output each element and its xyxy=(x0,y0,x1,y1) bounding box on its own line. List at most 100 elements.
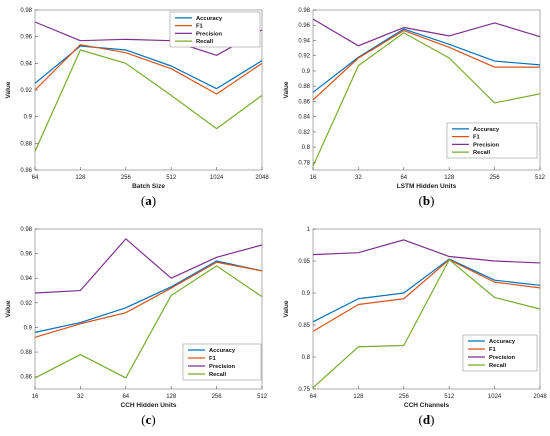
x-tick-label: 32 xyxy=(77,394,84,400)
caption-paren-close: ) xyxy=(151,412,155,427)
legend-label: Accuracy xyxy=(473,127,500,133)
series-line-accuracy xyxy=(34,260,263,333)
series-line-recall xyxy=(34,49,263,152)
x-tick-label: 64 xyxy=(32,175,39,181)
x-tick-label: 32 xyxy=(355,175,362,181)
y-axis-label: Value xyxy=(5,81,12,98)
series-line-f1 xyxy=(312,29,540,101)
y-tick-label: 0.96 xyxy=(20,35,32,41)
y-tick-label: 0.86 xyxy=(298,99,310,105)
x-tick-label: 64 xyxy=(122,394,129,400)
legend-label: Accuracy xyxy=(489,339,516,345)
y-tick-label: 0.84 xyxy=(298,115,310,121)
y-tick-label: 0.98 xyxy=(298,8,310,14)
panel-caption: (c) xyxy=(141,412,155,427)
panel-caption: (b) xyxy=(419,193,435,208)
y-tick-label: 0.88 xyxy=(20,141,32,147)
chart-panel-c: 0.86 0.88 0.9 0.92 0.94 0.96 0.98 16 32 64 128 256 5… xyxy=(5,227,268,427)
caption-letter: c xyxy=(146,412,152,427)
caption-letter: a xyxy=(145,193,152,208)
legend-label: Recall xyxy=(489,363,506,369)
series-line-precision xyxy=(34,21,263,56)
series-line-recall xyxy=(312,259,541,389)
panel-caption: (a) xyxy=(141,193,156,208)
y-tick-label: 0.85 xyxy=(298,323,310,329)
x-tick-label: 1024 xyxy=(488,394,502,400)
x-tick-label: 128 xyxy=(444,175,455,181)
legend: Accuracy F1 Precision Recall xyxy=(182,343,262,381)
legend-label: F1 xyxy=(209,356,217,362)
caption-letter: b xyxy=(423,193,430,208)
x-tick-label: 2048 xyxy=(255,175,269,181)
series-line-accuracy xyxy=(312,258,541,323)
x-tick-label: 256 xyxy=(490,175,501,181)
y-tick-label: 0.9 xyxy=(302,69,311,75)
y-tick-label: 0.9 xyxy=(24,325,33,331)
legend-label: Accuracy xyxy=(196,16,223,22)
series-line-precision xyxy=(312,239,541,264)
legend-label: Recall xyxy=(473,150,490,156)
caption-paren-open: ( xyxy=(141,412,145,427)
series-line-recall xyxy=(34,265,263,379)
y-tick-label: 0.75 xyxy=(298,387,310,393)
y-tick-label: 1 xyxy=(307,227,311,233)
legend-label: F1 xyxy=(489,347,497,353)
series-line-f1 xyxy=(312,259,541,332)
y-tick-label: 0.78 xyxy=(298,160,310,166)
y-tick-label: 0.9 xyxy=(24,115,33,121)
x-tick-label: 256 xyxy=(121,175,132,181)
y-tick-label: 0.98 xyxy=(20,227,32,233)
y-axis-label: Value xyxy=(283,81,290,98)
caption-letter: d xyxy=(423,412,431,427)
x-axis-label: LSTM Hidden Units xyxy=(397,183,457,190)
x-axis-label: CCH Channels xyxy=(404,402,450,409)
series-line-f1 xyxy=(34,44,263,95)
legend: Accuracy F1 Precision Recall xyxy=(462,334,538,372)
y-tick-label: 0.94 xyxy=(298,38,310,44)
x-tick-label: 1024 xyxy=(210,175,224,181)
x-tick-label: 64 xyxy=(310,394,317,400)
x-tick-label: 16 xyxy=(310,175,317,181)
chart-panel-d: 0.75 0.8 0.85 0.9 0.95 1 64 128 256 512 1024 2048 CC… xyxy=(283,227,547,427)
x-tick-label: 512 xyxy=(444,394,455,400)
x-tick-label: 128 xyxy=(353,394,364,400)
x-tick-label: 2048 xyxy=(533,394,547,400)
x-tick-label: 512 xyxy=(257,394,268,400)
caption-paren-open: ( xyxy=(419,193,423,208)
y-tick-label: 0.8 xyxy=(302,145,311,151)
y-tick-label: 0.92 xyxy=(20,88,32,94)
caption-paren-open: ( xyxy=(141,193,145,208)
y-tick-label: 0.92 xyxy=(298,54,310,60)
legend-label: Precision xyxy=(209,364,236,370)
series-line-precision xyxy=(34,238,263,294)
x-tick-label: 128 xyxy=(75,175,86,181)
chart-panel-a: 0.86 0.88 0.9 0.92 0.94 0.96 0.98 64 128 256 512 10… xyxy=(5,8,269,208)
x-tick-label: 256 xyxy=(399,394,410,400)
series-line-precision xyxy=(312,18,541,47)
x-tick-label: 16 xyxy=(32,394,39,400)
caption-paren-close: ) xyxy=(430,193,434,208)
caption-paren-close: ) xyxy=(152,193,156,208)
y-tick-label: 0.82 xyxy=(298,130,310,136)
legend-label: Accuracy xyxy=(209,348,236,354)
x-tick-label: 64 xyxy=(400,175,407,181)
y-tick-label: 0.98 xyxy=(20,8,32,14)
y-tick-label: 0.8 xyxy=(302,355,311,361)
legend-label: Precision xyxy=(489,355,516,361)
y-tick-label: 0.96 xyxy=(20,252,32,258)
x-axis-label: Batch Size xyxy=(132,183,165,190)
panel-caption: (d) xyxy=(419,412,435,427)
y-tick-label: 0.95 xyxy=(298,259,310,265)
y-axis-label: Value xyxy=(5,300,12,317)
y-tick-label: 0.86 xyxy=(20,168,32,174)
x-tick-label: 512 xyxy=(166,175,177,181)
y-tick-label: 0.94 xyxy=(20,276,32,282)
x-axis-label: CCH Hidden Units xyxy=(121,402,177,409)
y-tick-label: 0.86 xyxy=(20,375,32,381)
y-tick-label: 0.92 xyxy=(20,301,32,307)
legend-label: Recall xyxy=(209,372,226,378)
series-line-f1 xyxy=(34,261,263,338)
